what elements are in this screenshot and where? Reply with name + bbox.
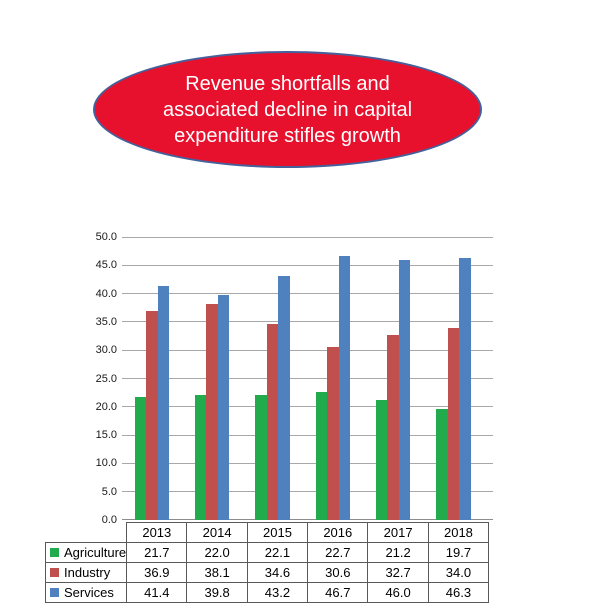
table-row-industry: Industry 36.9 38.1 34.6 30.6 32.7 34.0 <box>44 562 490 583</box>
value-cell: 21.2 <box>367 542 429 563</box>
value-cell: 46.7 <box>307 582 369 603</box>
bar-agriculture-2013 <box>134 397 146 520</box>
bar-services-2017 <box>398 259 411 520</box>
bar-agriculture-2016 <box>315 391 327 520</box>
legend-cell-agriculture: Agriculture <box>44 542 128 563</box>
bar-services-2015 <box>278 275 290 520</box>
callout-text: Revenue shortfalls and associated declin… <box>162 72 413 147</box>
value-cell: 22.7 <box>307 542 369 563</box>
bar-industry-2015 <box>266 324 279 520</box>
value-cell: 36.9 <box>126 562 188 583</box>
gridline <box>122 378 493 379</box>
y-tick-label: 35.0 <box>95 315 117 328</box>
value-cell: 39.8 <box>186 582 248 603</box>
value-cell: 38.1 <box>186 562 248 583</box>
value-cell: 32.7 <box>367 562 429 583</box>
gridline <box>122 236 493 238</box>
chart-data-table: 2013 2014 2015 2016 2017 2018 Agriculture 21.7 2… <box>44 522 490 603</box>
y-tick-label: 45.0 <box>95 259 117 272</box>
bar-agriculture-2017 <box>375 400 388 520</box>
year-header-cell: 2018 <box>427 522 490 543</box>
y-tick-label: 0.0 <box>101 514 117 526</box>
bar-agriculture-2014 <box>194 395 207 520</box>
bar-industry-2017 <box>387 334 399 520</box>
table-row-agriculture: Agriculture 21.7 22.0 22.1 22.7 21.2 19.7 <box>44 542 490 563</box>
legend-label: Industry <box>64 565 111 580</box>
bar-agriculture-2015 <box>255 394 267 520</box>
value-cell: 21.7 <box>126 542 188 563</box>
gridline <box>122 321 493 323</box>
value-cell: 34.0 <box>427 562 490 583</box>
legend-key-icon <box>50 588 59 597</box>
table-body: 2013 2014 2015 2016 2017 2018 Agriculture 21.7 2… <box>44 522 490 603</box>
legend-key-icon <box>50 568 59 577</box>
year-header-cell: 2017 <box>367 522 429 543</box>
y-tick-label: 50.0 <box>95 231 117 243</box>
gridline <box>122 491 493 493</box>
gridline <box>122 349 493 351</box>
value-cell: 34.6 <box>246 562 309 583</box>
y-axis-labels: 0.0 5.0 10.0 15.0 20.0 25.0 30.0 35.0 40.0 45.0 50… <box>60 231 117 526</box>
bar-agriculture-2018 <box>436 408 448 520</box>
value-cell: 19.7 <box>427 542 490 563</box>
bar-services-2014 <box>217 294 230 520</box>
value-cell: 22.0 <box>186 542 248 563</box>
bar-services-2018 <box>459 257 471 520</box>
legend-key-icon <box>50 548 59 557</box>
bar-industry-2013 <box>146 311 158 520</box>
legend-cell-industry: Industry <box>44 562 128 583</box>
callout-ellipse: Revenue shortfalls and associated declin… <box>93 51 482 168</box>
bar-industry-2018 <box>447 327 460 520</box>
gridline <box>122 462 493 464</box>
legend-cell-services: Services <box>44 582 128 603</box>
gridline <box>122 264 493 266</box>
legend-label: Services <box>64 585 114 600</box>
legend-label: Agriculture <box>64 545 127 560</box>
y-tick-label: 10.0 <box>95 457 117 470</box>
y-tick-label: 30.0 <box>95 344 117 357</box>
bar-services-2013 <box>157 285 169 520</box>
table-header-row: 2013 2014 2015 2016 2017 2018 <box>46 522 490 543</box>
year-header-cell: 2013 <box>126 522 188 543</box>
year-header-cell: 2014 <box>186 522 248 543</box>
value-cell: 30.6 <box>307 562 369 583</box>
plot-area <box>122 236 493 520</box>
y-tick-label: 20.0 <box>95 400 117 413</box>
x-axis-line <box>122 519 493 520</box>
year-header-cell: 2015 <box>246 522 309 543</box>
value-cell: 43.2 <box>246 582 309 603</box>
year-header-cell: 2016 <box>307 522 369 543</box>
gridline <box>122 434 493 436</box>
bar-industry-2014 <box>206 304 218 520</box>
y-tick-label: 15.0 <box>95 429 117 442</box>
y-tick-label: 40.0 <box>95 287 117 300</box>
value-cell: 41.4 <box>126 582 188 603</box>
y-tick-label: 25.0 <box>95 372 117 385</box>
bar-industry-2016 <box>327 346 339 520</box>
table-row-services: Services 41.4 39.8 43.2 46.7 46.0 46.3 <box>44 582 490 603</box>
y-tick-label: 5.0 <box>101 485 117 498</box>
table-corner-cell <box>46 523 127 543</box>
value-cell: 22.1 <box>246 542 309 563</box>
value-cell: 46.0 <box>367 582 429 603</box>
gridline <box>122 406 493 408</box>
gridline <box>122 293 493 295</box>
bar-services-2016 <box>338 255 350 520</box>
value-cell: 46.3 <box>427 582 490 603</box>
